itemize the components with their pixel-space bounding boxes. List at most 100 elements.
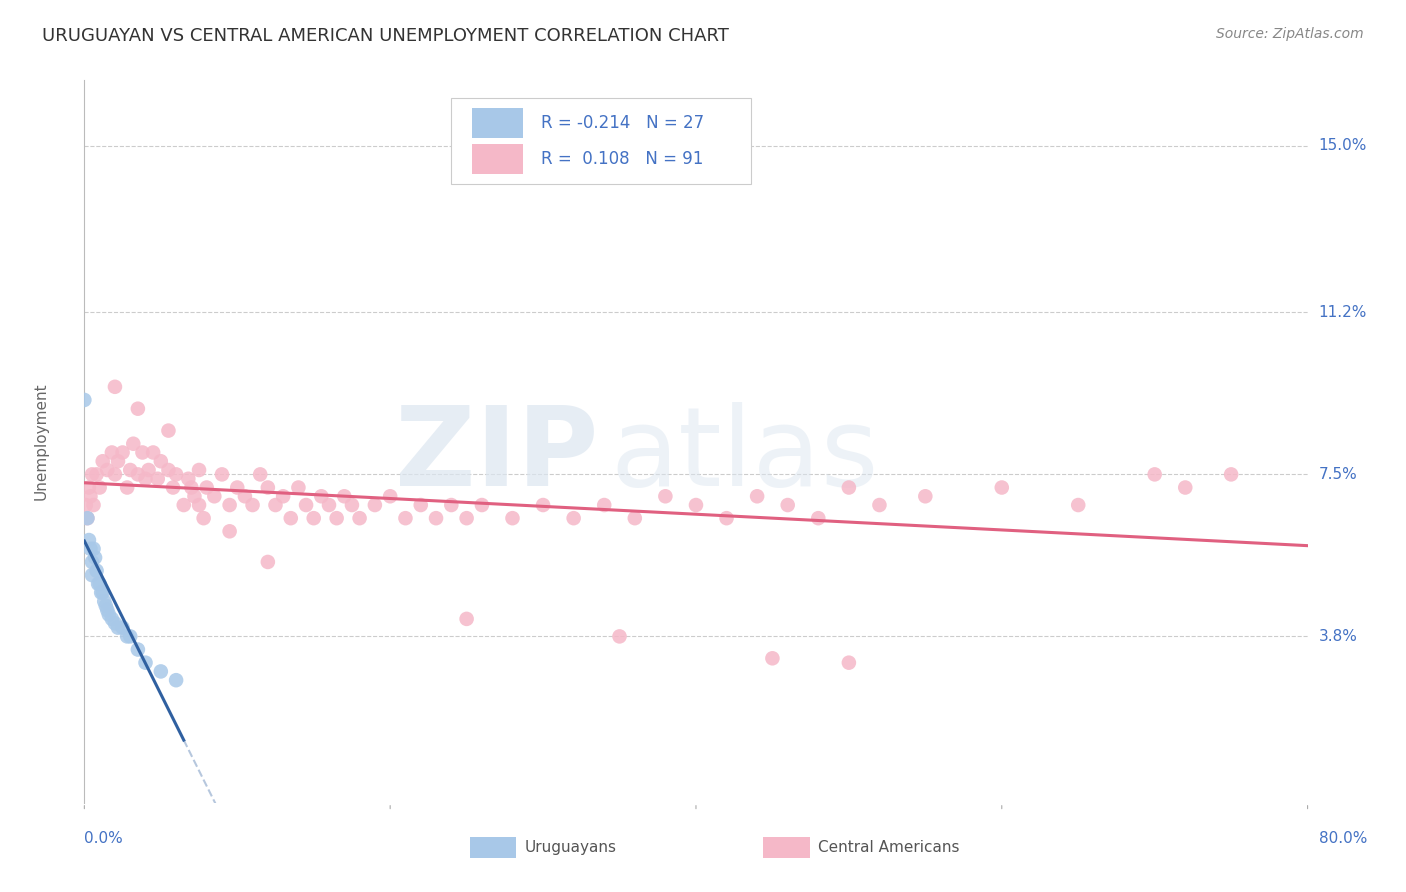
Point — [188, 463, 211, 477]
Point — [180, 481, 202, 495]
Point — [471, 498, 494, 512]
Point — [349, 511, 371, 525]
Point — [127, 642, 149, 657]
Point — [149, 454, 172, 468]
Point — [77, 481, 100, 495]
Text: Central Americans: Central Americans — [818, 840, 960, 855]
Text: Unemployment: Unemployment — [34, 383, 49, 500]
Point — [157, 463, 180, 477]
Point — [127, 467, 149, 482]
Point — [226, 481, 249, 495]
Point — [107, 454, 129, 468]
Point — [107, 621, 129, 635]
Point — [264, 498, 287, 512]
Point — [838, 481, 860, 495]
Point — [311, 489, 333, 503]
Point — [135, 656, 157, 670]
Point — [1220, 467, 1243, 482]
Point — [333, 489, 356, 503]
Point — [394, 511, 416, 525]
Point — [295, 498, 318, 512]
Point — [747, 489, 769, 503]
Point — [101, 445, 124, 459]
Point — [440, 498, 463, 512]
Text: URUGUAYAN VS CENTRAL AMERICAN UNEMPLOYMENT CORRELATION CHART: URUGUAYAN VS CENTRAL AMERICAN UNEMPLOYME… — [42, 27, 730, 45]
Text: 7.5%: 7.5% — [1319, 467, 1357, 482]
Point — [195, 481, 218, 495]
FancyBboxPatch shape — [472, 108, 523, 138]
Point — [104, 467, 127, 482]
Point — [111, 445, 134, 459]
Point — [115, 629, 138, 643]
Point — [287, 481, 309, 495]
Text: 15.0%: 15.0% — [1319, 138, 1367, 153]
Text: atlas: atlas — [610, 402, 879, 509]
Point — [86, 564, 108, 578]
Point — [146, 472, 169, 486]
Point — [79, 489, 101, 503]
Point — [218, 498, 240, 512]
Point — [96, 603, 118, 617]
Text: Source: ZipAtlas.com: Source: ZipAtlas.com — [1216, 27, 1364, 41]
Point — [869, 498, 891, 512]
Point — [93, 594, 115, 608]
FancyBboxPatch shape — [763, 837, 810, 858]
Point — [685, 498, 707, 512]
Point — [91, 454, 114, 468]
Point — [120, 463, 142, 477]
Point — [233, 489, 256, 503]
Point — [776, 498, 799, 512]
FancyBboxPatch shape — [451, 98, 751, 184]
Text: 3.8%: 3.8% — [1319, 629, 1358, 644]
Point — [716, 511, 738, 525]
Point — [188, 498, 211, 512]
Point — [97, 607, 120, 622]
Point — [380, 489, 402, 503]
Point — [79, 541, 101, 556]
Point — [94, 599, 117, 613]
Point — [104, 380, 127, 394]
Point — [87, 577, 110, 591]
Point — [325, 511, 347, 525]
Point — [77, 533, 100, 547]
Point — [1143, 467, 1166, 482]
Point — [165, 673, 187, 688]
Point — [218, 524, 240, 539]
Point — [271, 489, 294, 503]
Point — [75, 498, 97, 512]
Point — [83, 541, 105, 556]
Point — [135, 472, 157, 486]
Text: 11.2%: 11.2% — [1319, 305, 1367, 320]
Point — [89, 577, 111, 591]
Point — [73, 392, 96, 407]
Point — [89, 481, 111, 495]
Point — [162, 481, 184, 495]
Text: 80.0%: 80.0% — [1319, 830, 1367, 846]
Point — [173, 498, 195, 512]
Point — [249, 467, 271, 482]
Point — [86, 467, 108, 482]
Point — [409, 498, 432, 512]
Point — [202, 489, 225, 503]
Point — [624, 511, 647, 525]
Point — [120, 629, 142, 643]
Point — [90, 585, 112, 599]
Point — [183, 489, 205, 503]
Point — [115, 481, 138, 495]
Point — [302, 511, 325, 525]
Point — [761, 651, 783, 665]
Point — [80, 555, 103, 569]
Text: 0.0%: 0.0% — [84, 830, 124, 846]
Point — [76, 511, 98, 525]
Point — [165, 467, 187, 482]
Point — [807, 511, 830, 525]
Point — [364, 498, 387, 512]
Point — [562, 511, 585, 525]
Point — [104, 616, 127, 631]
Point — [531, 498, 554, 512]
Point — [193, 511, 215, 525]
Point — [654, 489, 676, 503]
FancyBboxPatch shape — [470, 837, 516, 858]
Text: ZIP: ZIP — [395, 402, 598, 509]
Point — [80, 467, 103, 482]
